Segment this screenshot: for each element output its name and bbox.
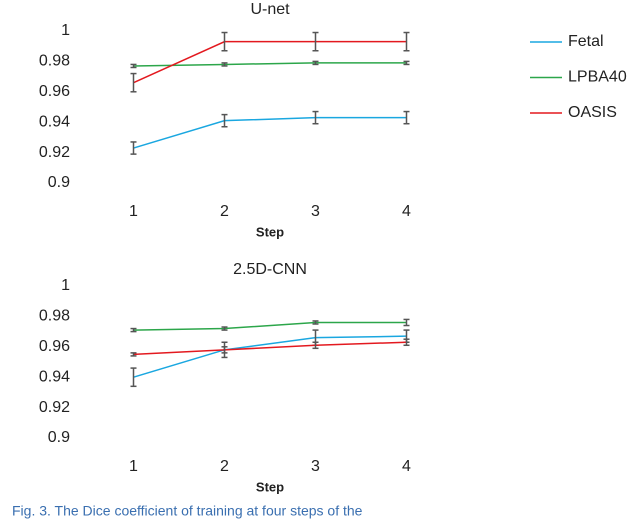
line [133,40,407,84]
chart-title: 2.5D-CNN [233,261,307,278]
error-bar [403,60,410,66]
y-tick-label: 0.94 [39,368,70,385]
legend-label: OASIS [568,104,617,121]
y-tick-label: 0.98 [39,53,70,70]
error-bar [403,338,410,347]
line [133,341,407,356]
error-bar [221,326,228,331]
x-axis-label: Step [256,479,284,494]
y-tick-label: 0.96 [39,338,70,355]
legend-label: Fetal [568,33,604,50]
x-tick-label: 4 [402,203,411,220]
x-axis-label: Step [256,224,284,239]
error-bar [130,72,137,93]
error-bar [130,352,137,357]
line [133,62,407,67]
y-tick-label: 1 [61,277,70,294]
error-bar [403,31,410,52]
y-tick-label: 0.9 [48,174,70,191]
error-bar [312,60,319,66]
error-bar [221,31,228,52]
error-bar [221,113,228,128]
x-tick-label: 4 [402,458,411,475]
line [133,335,407,378]
error-bar [221,62,228,67]
chart-title: U-net [250,1,290,18]
y-tick-label: 1 [61,22,70,39]
error-bar [130,367,137,388]
y-tick-label: 0.96 [39,83,70,100]
x-tick-label: 2 [220,203,229,220]
error-bar [130,141,137,155]
line [133,116,407,149]
x-tick-label: 3 [311,458,320,475]
line [133,321,407,331]
error-bar [312,110,319,125]
x-tick-label: 3 [311,203,320,220]
error-bar [312,320,319,325]
y-tick-label: 0.92 [39,399,70,416]
legend-label: LPBA40 [568,69,627,86]
x-tick-label: 1 [129,203,138,220]
y-tick-label: 0.98 [39,308,70,325]
caption: Fig. 3. The Dice coefficient of training… [12,503,363,519]
error-bar [130,327,137,333]
x-tick-label: 1 [129,458,138,475]
error-bar [221,346,228,354]
error-bar [312,31,319,52]
y-tick-label: 0.92 [39,144,70,161]
x-tick-label: 2 [220,458,229,475]
error-bar [403,318,410,327]
y-tick-label: 0.9 [48,429,70,446]
error-bar [403,110,410,125]
y-tick-label: 0.94 [39,113,70,130]
error-bar [312,341,319,350]
error-bar [130,63,137,69]
